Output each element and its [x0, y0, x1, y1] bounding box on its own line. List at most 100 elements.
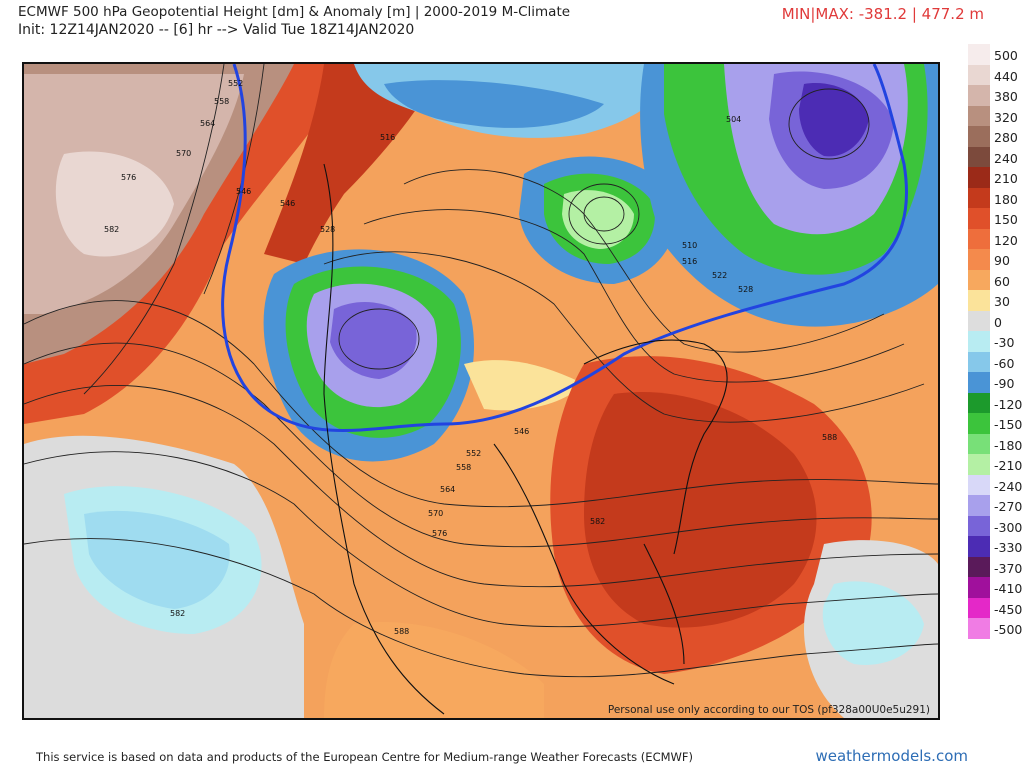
- legend-item: -120: [968, 392, 1024, 413]
- anomaly-map: 552 558 564 570 576 582 528 516 504 510 …: [22, 62, 940, 720]
- legend-swatch: [968, 351, 990, 372]
- legend-label: 90: [994, 253, 1010, 268]
- south-light-area: [324, 622, 544, 718]
- legend-swatch: [968, 44, 990, 65]
- legend-swatch: [968, 167, 990, 188]
- contour-label: 528: [320, 225, 335, 234]
- contour-label: 570: [176, 149, 191, 158]
- legend-item: -300: [968, 515, 1024, 536]
- legend-item: -500: [968, 618, 1024, 639]
- legend-label: -210: [994, 458, 1023, 473]
- legend-item: -410: [968, 577, 1024, 598]
- min-max-readout: MIN|MAX: -381.2 | 477.2 m: [781, 5, 984, 23]
- legend-swatch: [968, 392, 990, 413]
- legend-label: 380: [994, 89, 1018, 104]
- contour-label: 528: [738, 285, 753, 294]
- legend-swatch: [968, 146, 990, 167]
- legend-item: 150: [968, 208, 1024, 229]
- contour-label: 570: [428, 509, 443, 518]
- legend-label: 210: [994, 171, 1018, 186]
- legend-label: 60: [994, 273, 1010, 289]
- eastern-ridge-core: [584, 392, 817, 628]
- legend-label: -300: [994, 519, 1023, 535]
- legend-swatch: [968, 208, 990, 229]
- legend-swatch: [968, 187, 990, 208]
- color-legend: 500 440 380 320 280 240 210 180 150 120 90 60 30 0 -30…: [968, 44, 1024, 639]
- legend-label: -180: [994, 437, 1023, 453]
- legend-item: 60: [968, 269, 1024, 290]
- tos-note: Personal use only according to our TOS (…: [607, 704, 930, 716]
- legend-item: 280: [968, 126, 1024, 147]
- legend-swatch: [968, 618, 990, 639]
- contour-label-group: 552 558 564 570 576 582 528 516 504 510 …: [104, 79, 837, 636]
- legend-label: -410: [994, 581, 1023, 596]
- legend-item: 0: [968, 310, 1024, 331]
- legend-label: -330: [994, 540, 1023, 555]
- legend-label: 180: [994, 191, 1018, 207]
- northwest-ridge-core: [55, 151, 174, 257]
- legend-label: -120: [994, 396, 1023, 412]
- site-link[interactable]: weathermodels.com: [815, 747, 968, 765]
- legend-swatch: [968, 310, 990, 331]
- legend-label: 240: [994, 150, 1018, 166]
- alaska-band: [264, 64, 444, 264]
- legend-item: 240: [968, 146, 1024, 167]
- legend-swatch: [968, 228, 990, 249]
- legend-item: -180: [968, 433, 1024, 454]
- contour-label: 504: [726, 115, 741, 124]
- contour-label: 576: [432, 529, 447, 538]
- contour-label: 522: [712, 271, 727, 280]
- contour-label: 564: [440, 485, 455, 494]
- legend-item: -270: [968, 495, 1024, 516]
- legend-label: 120: [994, 232, 1018, 248]
- init-valid-line: Init: 12Z14JAN2020 -- [6] hr --> Valid T…: [18, 22, 415, 38]
- legend-swatch: [968, 577, 990, 598]
- legend-label: -150: [994, 417, 1023, 432]
- legend-swatch: [968, 126, 990, 147]
- height-contours: [24, 64, 938, 678]
- legend-item: -60: [968, 351, 1024, 372]
- contour-label: 582: [104, 225, 119, 234]
- legend-item: 440: [968, 64, 1024, 85]
- contour-label: 588: [394, 627, 409, 636]
- contour-label: 558: [214, 97, 229, 106]
- legend-label: -500: [994, 622, 1023, 637]
- legend-label: -90: [994, 376, 1015, 391]
- legend-label: -370: [994, 560, 1023, 576]
- legend-item: -90: [968, 372, 1024, 393]
- atlantic-trough-center: [799, 83, 869, 157]
- legend-item: 380: [968, 85, 1024, 106]
- legend-label: -30: [994, 335, 1015, 350]
- legend-label: -240: [994, 478, 1023, 494]
- legend-label: 150: [994, 212, 1018, 227]
- contour-label: 576: [121, 173, 136, 182]
- legend-label: 320: [994, 109, 1018, 125]
- pacific-negative-core: [84, 510, 230, 609]
- contour-label: 558: [456, 463, 471, 472]
- legend-item: -150: [968, 413, 1024, 434]
- contour-label: 516: [380, 133, 395, 142]
- contour-label: 546: [514, 427, 529, 436]
- contour-label: 552: [228, 79, 243, 88]
- legend-swatch: [968, 64, 990, 85]
- legend-label: 500: [994, 48, 1018, 63]
- legend-item: 210: [968, 167, 1024, 188]
- coastlines: [323, 163, 728, 715]
- legend-item: 180: [968, 187, 1024, 208]
- legend-label: 440: [994, 68, 1018, 84]
- legend-item: -450: [968, 597, 1024, 618]
- legend-label: 30: [994, 294, 1010, 309]
- contour-label: 582: [170, 609, 185, 618]
- contour-label: 546: [236, 187, 251, 196]
- contour-label: 564: [200, 119, 215, 128]
- zero-anomaly-line: [221, 64, 908, 433]
- legend-swatch: [968, 433, 990, 454]
- legend-item: -330: [968, 536, 1024, 557]
- legend-swatch: [968, 85, 990, 106]
- legend-swatch: [968, 105, 990, 126]
- legend-item: -210: [968, 454, 1024, 475]
- legend-item: 30: [968, 290, 1024, 311]
- west-low-core: [330, 301, 417, 379]
- legend-label: -270: [994, 499, 1023, 514]
- legend-label: 280: [994, 130, 1018, 145]
